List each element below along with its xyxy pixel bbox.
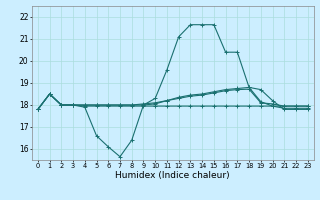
X-axis label: Humidex (Indice chaleur): Humidex (Indice chaleur) [116,171,230,180]
